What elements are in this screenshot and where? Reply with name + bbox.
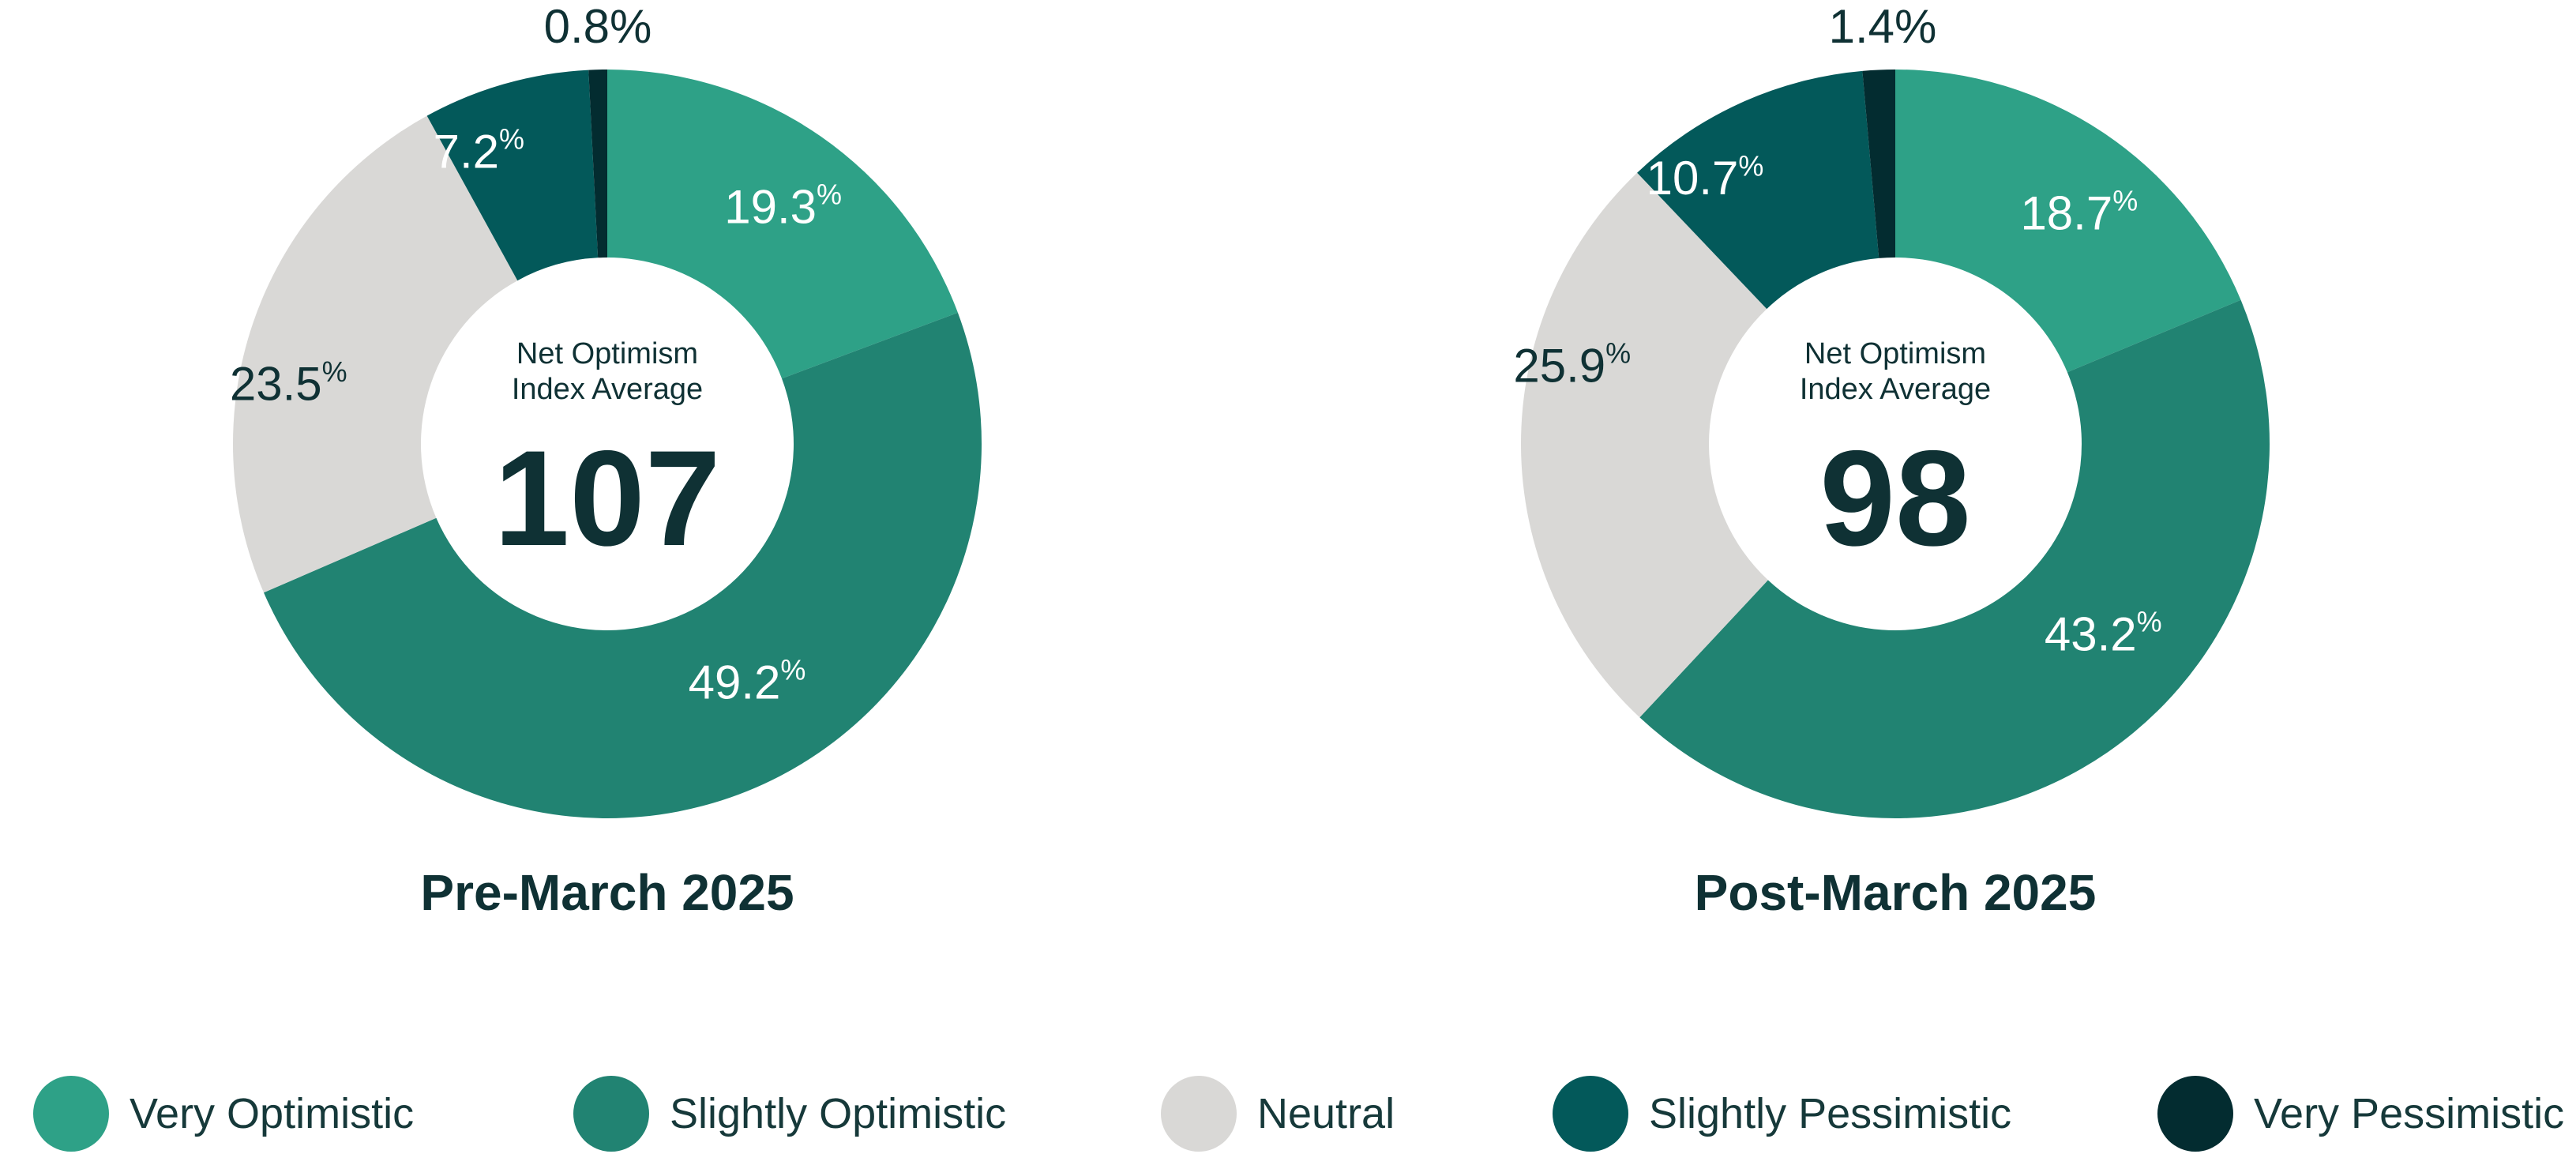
legend-label-neutral: Neutral bbox=[1257, 1090, 1395, 1137]
post-center-label-line1: Net Optimism bbox=[1804, 337, 1986, 370]
post-chart-title: Post-March 2025 bbox=[1695, 864, 2097, 921]
pre-value-label-very-pessimistic: 0.8% bbox=[544, 0, 652, 53]
donut-charts-svg: 19.3%49.2%23.5%7.2%0.8%Net OptimismIndex… bbox=[230, 0, 2270, 921]
legend-label-slightly-pessimistic: Slightly Pessimistic bbox=[1649, 1090, 2012, 1137]
legend-item-very-pessimistic: Very Pessimistic bbox=[2157, 1073, 2564, 1155]
post-slice-neutral bbox=[1521, 172, 1768, 718]
post-value-label-very-pessimistic: 1.4% bbox=[1829, 0, 1937, 53]
legend-item-slightly-pessimistic: Slightly Pessimistic bbox=[1553, 1073, 2011, 1155]
post-slice-very-pessimistic bbox=[1862, 70, 1895, 258]
pre-slice-very-pessimistic bbox=[588, 70, 607, 258]
post-center-label-line2: Index Average bbox=[1800, 373, 1991, 406]
pre-slice-neutral bbox=[232, 115, 518, 593]
pre-center-label-line2: Index Average bbox=[512, 373, 703, 406]
legend-item-very-optimistic: Very Optimistic bbox=[33, 1073, 414, 1155]
post-donut-chart: 18.7%43.2%25.9%10.7%1.4%Net OptimismInde… bbox=[1513, 0, 2270, 921]
legend-item-slightly-optimistic: Slightly Optimistic bbox=[573, 1073, 1006, 1155]
legend: Very Optimistic Slightly Optimistic Neut… bbox=[0, 1073, 2576, 1155]
pre-slice-slightly-optimistic bbox=[263, 312, 982, 818]
legend-swatch-very-pessimistic bbox=[2157, 1076, 2233, 1152]
pre-donut-chart: 19.3%49.2%23.5%7.2%0.8%Net OptimismIndex… bbox=[230, 0, 982, 921]
legend-swatch-very-optimistic bbox=[33, 1076, 109, 1152]
legend-swatch-neutral bbox=[1161, 1076, 1237, 1152]
post-slice-very-optimistic bbox=[1895, 70, 2241, 373]
legend-swatch-slightly-optimistic bbox=[573, 1076, 649, 1152]
legend-label-very-optimistic: Very Optimistic bbox=[130, 1090, 415, 1137]
pre-chart-title: Pre-March 2025 bbox=[420, 864, 794, 921]
legend-label-slightly-optimistic: Slightly Optimistic bbox=[670, 1090, 1007, 1137]
pre-index-average-value: 107 bbox=[494, 423, 721, 574]
post-slice-slightly-pessimistic bbox=[1637, 70, 1879, 310]
legend-label-very-pessimistic: Very Pessimistic bbox=[2254, 1090, 2565, 1137]
pre-slice-very-optimistic bbox=[607, 70, 958, 379]
pre-value-label-neutral: 23.5% bbox=[230, 355, 347, 410]
legend-swatch-slightly-pessimistic bbox=[1553, 1076, 1628, 1152]
post-slice-slightly-optimistic bbox=[1639, 299, 2270, 818]
pre-slice-slightly-pessimistic bbox=[426, 70, 599, 281]
pre-center-label-line1: Net Optimism bbox=[516, 337, 698, 370]
post-index-average-value: 98 bbox=[1819, 423, 1970, 574]
legend-item-neutral: Neutral bbox=[1161, 1073, 1395, 1155]
